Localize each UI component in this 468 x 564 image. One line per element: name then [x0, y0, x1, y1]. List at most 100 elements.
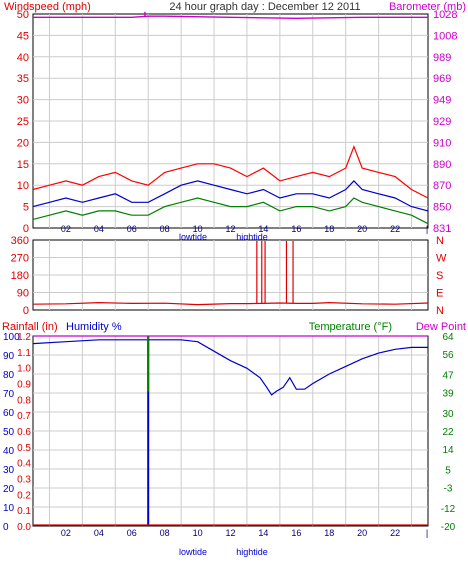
temperature-tick-label: 5	[445, 465, 451, 476]
x-tick-label: 02	[61, 528, 71, 538]
x-tick-label: 10	[193, 528, 203, 538]
rainfall-tick-label: 0.2	[17, 490, 31, 501]
windspeed-line	[32, 180, 429, 212]
x-tick-label: 18	[324, 224, 334, 234]
temperature-tick-label: 47	[442, 370, 454, 381]
wind-barometer-chart: 0 5 10 15 20 25 30 35 40 45 50 831 850 870 890 910 929 94…	[17, 9, 458, 242]
windspeed-axis-title: Windspeed (mph)	[4, 1, 91, 13]
temperature-tick-label: 64	[442, 332, 454, 343]
direction-line	[32, 301, 429, 306]
rainfall-tick-label: 0.3	[17, 475, 31, 486]
humidity-tick-label: 100	[3, 332, 20, 343]
rain-chart-grid	[33, 336, 428, 526]
temperature-tick-label: -12	[441, 504, 456, 515]
windspeed-tick-label: 15	[17, 159, 29, 171]
compass-label: N	[436, 305, 444, 317]
x-tick-mark: |	[426, 528, 428, 538]
x-tick-label: 02	[61, 224, 71, 234]
compass-label: N	[436, 235, 444, 247]
x-tick-label: 16	[291, 224, 301, 234]
humidity-axis-title: Humidity %	[66, 321, 122, 333]
x-tick-label: 06	[127, 528, 137, 538]
rainfall-tick-label: 1.0	[17, 364, 31, 375]
x-tick-label: 18	[324, 528, 334, 538]
barometer-tick-label: 1028	[433, 9, 457, 21]
rainfall-axis-title: Rainfall (in)	[2, 321, 58, 333]
hightide-label: hightide	[236, 232, 268, 242]
rainfall-tick-label: 1.1	[17, 348, 31, 359]
rainfall-tick-label: 0.1	[17, 506, 31, 517]
direction-tick-label: 360	[11, 235, 29, 247]
humidity-tick-label: 0	[3, 522, 9, 533]
barometer-tick-label: 850	[433, 202, 451, 214]
direction-chart-marks	[32, 240, 429, 306]
rainfall-tick-label: 0.9	[17, 380, 31, 391]
x-tick-label: 04	[94, 528, 104, 538]
compass-label: W	[436, 253, 447, 265]
barometer-line	[33, 15, 428, 20]
dewpoint-axis-title: Dew Point	[416, 321, 466, 333]
chart-title: 24 hour graph day : December 12 2011	[169, 1, 360, 13]
barometer-tick-label: 831	[433, 223, 451, 235]
x-tick-label: 04	[94, 224, 104, 234]
x-tick-label: 20	[357, 224, 367, 234]
windspeed-tick-label: 25	[17, 116, 29, 128]
temperature-tick-label: 22	[442, 427, 454, 438]
windspeed-tick-label: 30	[17, 95, 29, 107]
wind-chart-grid	[33, 14, 428, 228]
barometer-tick-label: 1008	[433, 30, 457, 42]
windspeed-tick-label: 0	[23, 223, 29, 235]
temperature-tick-label: 39	[442, 389, 454, 400]
windspeed-tick-label: 10	[17, 180, 29, 192]
x-tick-label: 12	[225, 224, 235, 234]
windspeed-tick-label: 40	[17, 52, 29, 64]
windspeed-tick-label: 35	[17, 73, 29, 85]
windspeed-tick-label: 50	[17, 9, 29, 21]
rainfall-tick-label: 0.4	[17, 459, 31, 470]
windspeed-tick-label: 20	[17, 137, 29, 149]
rainfall-tick-label: 0.7	[17, 411, 31, 422]
barometer-tick-label: 890	[433, 159, 451, 171]
direction-chart-grid	[33, 240, 428, 310]
barometer-tick-label: 870	[433, 180, 451, 192]
rainfall-tick-label: 1.2	[17, 332, 31, 343]
humidity-tick-label: 40	[3, 446, 15, 457]
rainfall-tick-label: 0.5	[17, 443, 31, 454]
temperature-tick-label: 30	[442, 409, 454, 420]
x-tick-label: 20	[357, 528, 367, 538]
humidity-tick-label: 90	[3, 351, 15, 362]
rainfall-tick-label: 0.8	[17, 395, 31, 406]
humidity-tick-label: 50	[3, 427, 15, 438]
humidity-tick-label: 70	[3, 389, 15, 400]
wind-chart-marks	[32, 11, 429, 225]
direction-tick-label: 90	[17, 288, 29, 300]
humidity-line	[32, 339, 428, 396]
barometer-tick-label: 969	[433, 73, 451, 85]
humidity-tick-label: 80	[3, 370, 15, 381]
rainfall-tick-label: 0.6	[17, 427, 31, 438]
hightide-label-bottom: hightide	[236, 547, 268, 557]
compass-label: S	[436, 270, 443, 282]
x-tick-label: 22	[390, 224, 400, 234]
temperature-tick-label: -20	[441, 522, 456, 533]
windspeed-tick-label: 45	[17, 30, 29, 42]
x-tick-label: 22	[390, 528, 400, 538]
humidity-tick-label: 20	[3, 484, 15, 495]
lowtide-label: lowtide	[179, 232, 207, 242]
direction-tick-label: 0	[23, 305, 29, 317]
humidity-tick-label: 60	[3, 408, 15, 419]
x-tick-label: 16	[291, 528, 301, 538]
temperature-tick-label: 14	[442, 445, 454, 456]
temperature-axis-title: Temperature (°F)	[309, 321, 392, 333]
temperature-tick-label: 56	[442, 350, 454, 361]
rain-humidity-temp-chart: 0 10 20 30 40 50 60 70 80 90 100 0.0 0.1 0.2 0.3 0.4 0.5…	[3, 332, 456, 557]
temperature-tick-label: -3	[444, 484, 453, 495]
x-tick-label: 10	[193, 224, 203, 234]
lull-line	[32, 197, 429, 225]
x-tick-label: 06	[127, 224, 137, 234]
barometer-tick-label: 949	[433, 95, 451, 107]
x-tick-label: 08	[160, 528, 170, 538]
wind-chart-ticks: 0 5 10 15 20 25 30 35 40 45 50 831 850 870 890 910 929 94…	[17, 9, 458, 235]
